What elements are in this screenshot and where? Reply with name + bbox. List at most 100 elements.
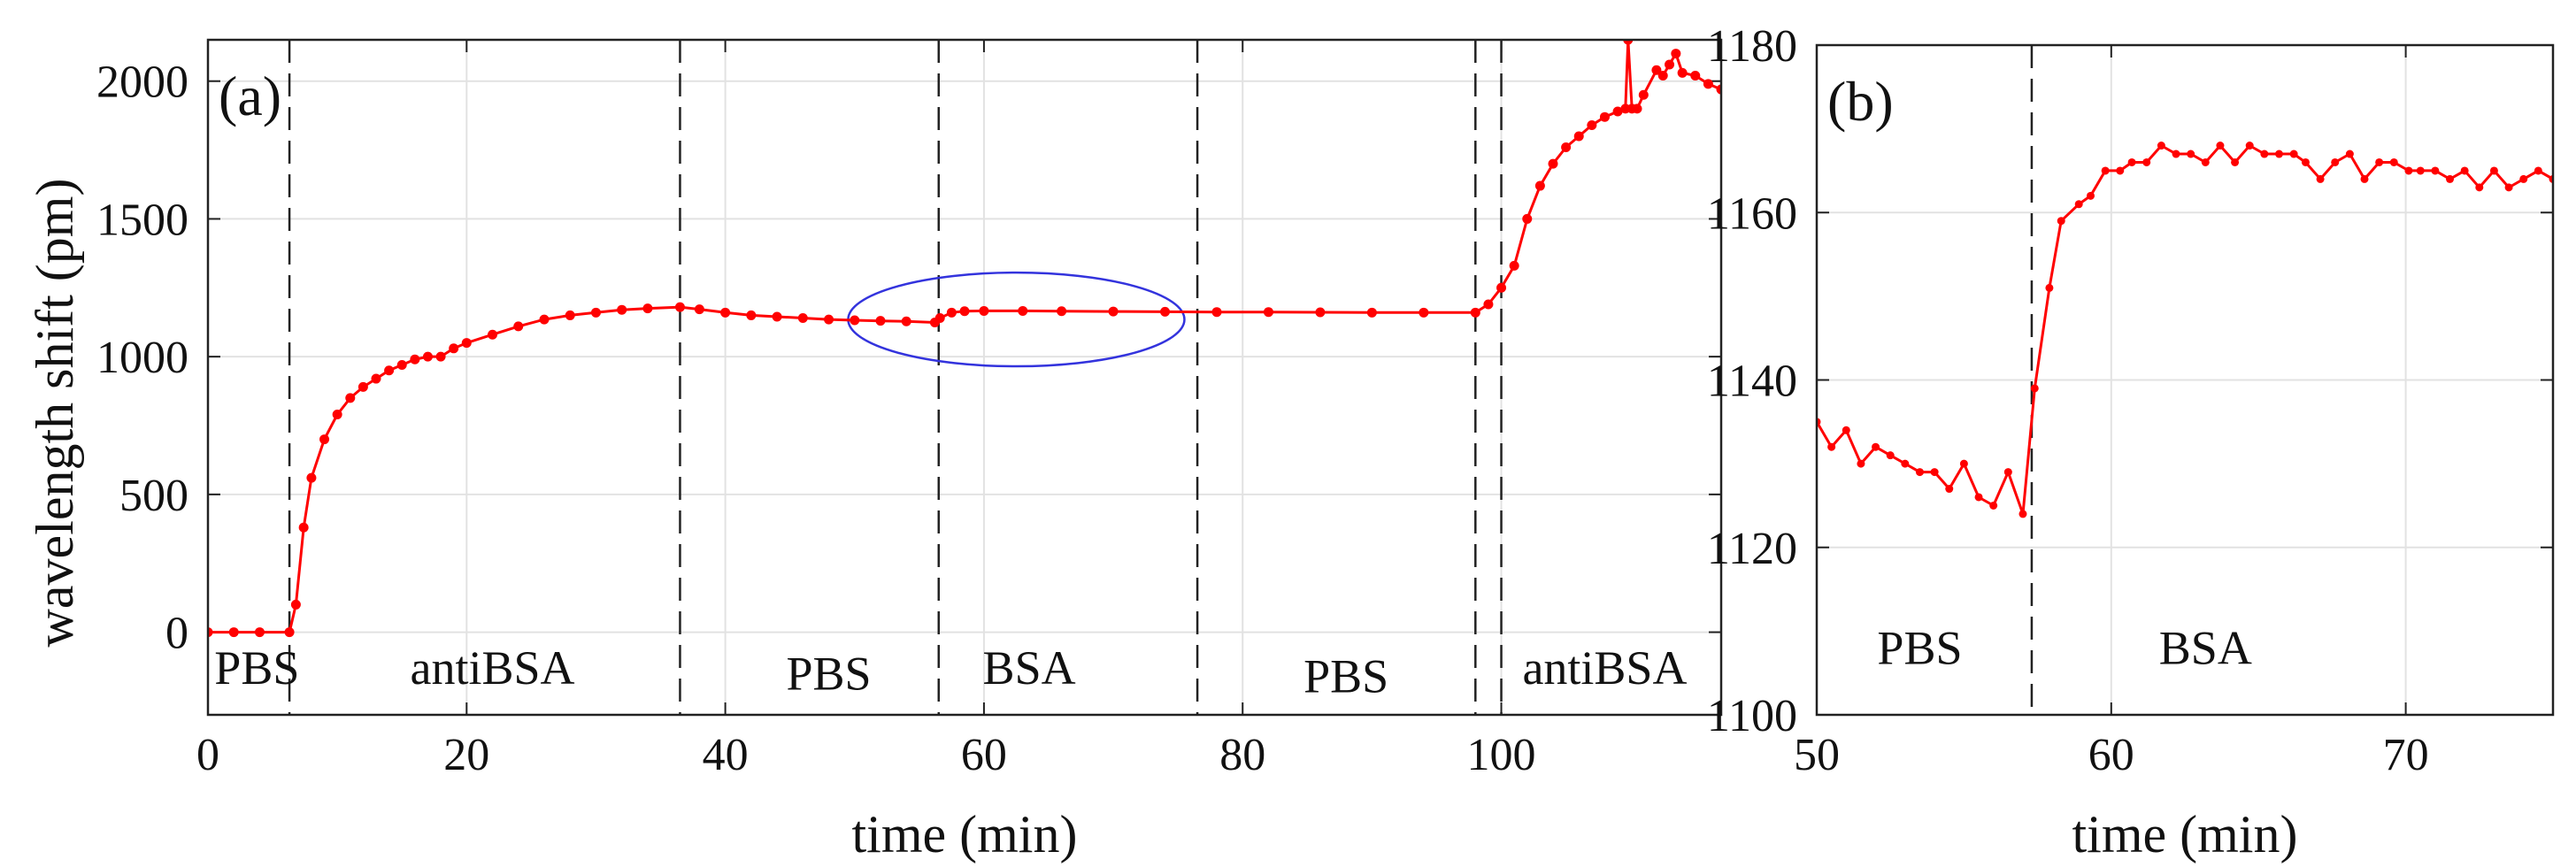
data-point — [1638, 89, 1649, 100]
data-point — [772, 311, 782, 322]
data-point — [2389, 157, 2398, 166]
data-point — [1703, 79, 1713, 89]
data-point — [1886, 451, 1895, 460]
data-point — [2345, 150, 2354, 158]
data-point — [1483, 299, 1494, 310]
data-point — [208, 627, 213, 638]
data-point — [1901, 459, 1910, 468]
data-point — [1612, 106, 1623, 117]
x-tick-label: 0 — [196, 730, 219, 780]
data-point — [332, 410, 342, 420]
data-point — [410, 354, 420, 364]
data-point — [565, 310, 575, 320]
data-point — [2489, 166, 2498, 175]
y-tick-label: 1160 — [1707, 188, 1797, 239]
data-point — [358, 381, 368, 392]
chart-panel-b: 50 60 70 1100 1120 1140 1160 1180 PBS BSA (b) time … — [1707, 21, 2555, 863]
x-tick-label: 60 — [961, 730, 1007, 780]
data-point — [2087, 191, 2095, 200]
data-point — [1573, 131, 1584, 142]
data-point — [1108, 306, 1119, 317]
data-point — [694, 304, 704, 315]
data-point — [2331, 157, 2340, 166]
data-point — [946, 307, 957, 318]
y-tick-label: 2000 — [96, 58, 188, 108]
axes-frame — [1815, 43, 2555, 717]
data-point — [1315, 307, 1326, 318]
data-point — [1522, 213, 1533, 224]
data-point — [1857, 459, 1865, 468]
y-tick-label: 1120 — [1707, 524, 1797, 574]
data-point — [959, 306, 970, 317]
data-point — [2375, 157, 2384, 166]
data-point — [1018, 305, 1028, 316]
data-point — [254, 627, 265, 638]
axes-frame — [206, 38, 1723, 717]
y-tick-label: 0 — [165, 609, 188, 659]
data-point — [617, 304, 627, 315]
data-point — [2446, 174, 2455, 183]
data-point — [2245, 142, 2254, 150]
data-point — [1915, 468, 1924, 477]
data-point — [2057, 217, 2065, 226]
data-point — [298, 522, 309, 533]
data-point — [1632, 104, 1642, 114]
data-point — [2274, 150, 2283, 158]
data-point — [449, 343, 459, 354]
y-tick-label: 1140 — [1707, 357, 1797, 407]
data-point — [1665, 59, 1675, 70]
y-tick-label: 1000 — [96, 333, 188, 383]
x-tick-label: 60 — [2088, 730, 2134, 780]
data-point — [2045, 283, 2054, 292]
data-point — [228, 627, 239, 638]
data-point — [824, 314, 834, 325]
data-point — [1057, 306, 1067, 317]
y-tick-label: 1100 — [1707, 691, 1797, 741]
data-point — [319, 434, 330, 445]
data-point — [2142, 157, 2151, 166]
data-point — [513, 321, 524, 332]
data-point — [2201, 157, 2210, 166]
data-point — [934, 313, 945, 324]
x-tick-label: 100 — [1467, 730, 1536, 780]
data-point — [1623, 40, 1634, 45]
x-axis-label: time (min) — [2072, 805, 2298, 863]
x-tick-label: 70 — [2383, 730, 2429, 780]
data-point — [1470, 307, 1480, 318]
data-point — [2316, 174, 2325, 183]
y-tick-label: 1500 — [96, 195, 188, 245]
x-axis-label: time (min) — [852, 805, 1078, 863]
data-point — [2074, 200, 2083, 209]
data-point — [2019, 510, 2027, 518]
data-point — [850, 315, 860, 326]
data-point — [1211, 307, 1222, 318]
data-point — [1959, 459, 1968, 468]
data-point — [1930, 468, 1939, 477]
data-point — [539, 314, 550, 325]
data-point — [1366, 307, 1377, 318]
data-point — [461, 338, 472, 349]
phase-label: PBS — [1303, 649, 1388, 702]
data-point — [875, 316, 886, 326]
data-point — [2157, 142, 2165, 150]
data-series — [208, 40, 1721, 638]
data-point — [1548, 158, 1558, 169]
data-point — [2475, 183, 2484, 192]
panel-label: (a) — [219, 65, 281, 127]
series-line — [1817, 143, 2553, 515]
data-point — [306, 472, 317, 483]
x-tick-label: 50 — [1794, 730, 1840, 780]
data-point — [2404, 166, 2413, 175]
data-point — [435, 351, 446, 362]
phase-label: antiBSA — [1522, 641, 1687, 694]
data-point — [746, 310, 757, 320]
data-point — [2416, 166, 2425, 175]
data-point — [1496, 282, 1507, 293]
data-point — [1827, 442, 1836, 451]
x-tick-label: 80 — [1219, 730, 1265, 780]
data-point — [1160, 306, 1171, 317]
data-point — [2101, 166, 2110, 175]
data-point — [1716, 84, 1721, 95]
y-tick-label: 500 — [119, 471, 188, 521]
data-point — [674, 302, 685, 312]
